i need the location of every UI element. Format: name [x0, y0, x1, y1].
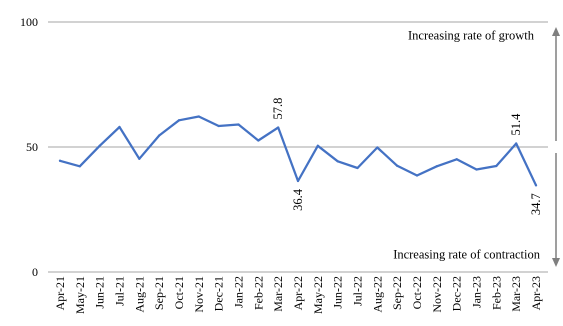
data-point: [158, 134, 161, 137]
direction-arrows: [552, 27, 560, 267]
data-point: [138, 157, 141, 160]
x-axis-ticks: Apr-21 May-21 Jun-21 Jul-21 Aug-21 Sep-21 Oct-…: [53, 276, 543, 314]
data-point: [217, 124, 220, 128]
data-point: [475, 168, 478, 171]
data-point: [257, 139, 260, 142]
data-point: [237, 123, 240, 126]
x-tick-label: Sep-22: [390, 276, 404, 310]
data-point: [277, 126, 280, 129]
data-point: [78, 165, 81, 168]
x-tick-label: Feb-22: [251, 276, 265, 310]
x-tick-label: Jul-22: [351, 276, 365, 306]
x-tick-label: Jun-22: [331, 276, 345, 309]
x-tick-label: Mar-23: [509, 276, 523, 312]
series-1-line: [58, 115, 538, 187]
data-point: [376, 146, 379, 149]
x-tick-label: Nov-22: [430, 276, 444, 313]
data-point: [435, 165, 438, 168]
data-point: [534, 184, 538, 187]
data-point: [415, 174, 419, 177]
data-point: [336, 160, 339, 163]
data-labels: 57.8 36.4 51.4 34.7: [271, 98, 543, 216]
down-arrow-icon: [552, 258, 560, 267]
annotation-growth: Increasing rate of growth: [408, 29, 535, 43]
x-tick-label: Sep-21: [152, 276, 166, 310]
x-tick-label: Apr-21: [53, 276, 67, 310]
y-tick-label: 100: [20, 15, 38, 29]
data-point: [495, 164, 498, 168]
x-tick-label: Jan-23: [470, 276, 484, 308]
x-tick-label: Jun-21: [93, 276, 107, 309]
data-point: [316, 144, 319, 147]
y-axis-ticks: 0 50 100: [20, 15, 38, 279]
x-tick-label: Oct-22: [410, 276, 424, 309]
annotation-contraction: Increasing rate of contraction: [393, 247, 541, 261]
x-tick-label: Aug-22: [370, 276, 384, 313]
data-point: [118, 125, 121, 129]
x-tick-label: Jan-22: [232, 276, 246, 308]
data-point: [296, 179, 300, 183]
gridlines: [48, 21, 548, 273]
x-tick-label: Aug-21: [132, 276, 146, 313]
data-point: [197, 115, 200, 118]
x-tick-label: Oct-21: [172, 276, 186, 309]
x-tick-label: Nov-21: [192, 276, 206, 313]
x-tick-label: Apr-23: [529, 276, 543, 310]
data-label: 51.4: [509, 113, 523, 136]
x-tick-label: Dec-21: [212, 276, 226, 311]
data-label: 36.4: [291, 188, 305, 211]
data-point: [515, 142, 518, 145]
x-tick-label: May-22: [311, 276, 325, 314]
x-tick-label: Jul-21: [113, 276, 127, 306]
x-tick-label: May-21: [73, 276, 87, 314]
data-point: [58, 159, 62, 162]
data-point: [455, 158, 458, 161]
data-point: [356, 166, 359, 170]
x-tick-label: Feb-23: [489, 276, 503, 310]
x-tick-label: Mar-22: [271, 276, 285, 312]
y-tick-label: 0: [32, 265, 38, 279]
data-point: [98, 144, 101, 147]
data-label: 57.8: [271, 98, 285, 120]
data-point: [396, 164, 399, 167]
annotations: Increasing rate of growth Increasing rat…: [393, 29, 541, 262]
x-tick-label: Apr-22: [291, 276, 305, 310]
y-tick-label: 50: [26, 140, 38, 154]
data-label: 34.7: [529, 193, 543, 215]
x-tick-label: Dec-22: [450, 276, 464, 311]
data-point: [177, 119, 181, 122]
up-arrow-icon: [552, 27, 560, 36]
series-line: [58, 115, 538, 187]
